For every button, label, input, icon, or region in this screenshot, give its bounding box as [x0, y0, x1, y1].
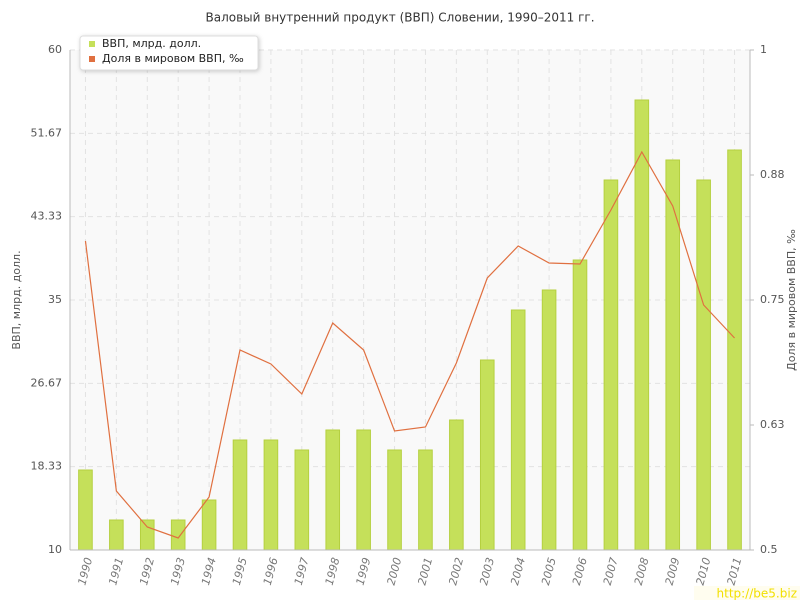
x-tick-label: 2006 — [570, 556, 590, 586]
bar — [201, 499, 217, 551]
bar — [170, 519, 186, 551]
x-tick-label: 1998 — [323, 556, 343, 586]
y-tick-label: 43.33 — [31, 210, 63, 223]
y2-tick-label: 0.88 — [760, 168, 785, 181]
y2-tick-label: 0.63 — [760, 418, 785, 431]
x-tick-label: 2002 — [446, 556, 466, 586]
line — [84, 150, 735, 539]
bar — [510, 309, 526, 551]
x-tick-label: 2003 — [477, 556, 497, 586]
legend-box — [79, 35, 259, 71]
x-tick-label: 2001 — [415, 556, 435, 586]
bar — [325, 429, 341, 551]
y-tick-label: 10 — [48, 543, 62, 556]
bar — [109, 519, 124, 551]
bar — [603, 179, 619, 551]
x-tick-label: 2009 — [663, 556, 683, 586]
bar — [232, 439, 248, 551]
bar — [418, 449, 433, 551]
bar — [263, 439, 279, 551]
y2-tick-label: 0.5 — [760, 543, 778, 556]
x-tick-label: 2011 — [725, 556, 745, 586]
x-tick-label: 2005 — [539, 556, 559, 586]
y-tick-label: 35 — [48, 293, 62, 306]
y-tick-label: 60 — [48, 43, 62, 56]
watermark-bg — [694, 586, 800, 600]
x-tick-label: 1995 — [230, 556, 250, 586]
x-tick-label: 1990 — [75, 556, 95, 586]
bar — [541, 289, 557, 551]
bar — [572, 259, 588, 551]
x-tick-label: 2010 — [694, 556, 714, 586]
x-tick-label: 1993 — [168, 556, 188, 586]
x-tick-label: 2004 — [508, 556, 528, 586]
legend-label: Доля в мировом ВВП, ‰ — [102, 52, 244, 65]
x-tick-label: 2000 — [385, 556, 405, 586]
x-tick-label: 1997 — [292, 556, 312, 586]
legend-swatch — [89, 56, 95, 62]
y-axis-title: ВВП, млрд. долл. — [10, 250, 23, 349]
watermark: http://be5.biz — [717, 587, 797, 600]
bar — [139, 519, 155, 551]
y-tick-label: 51.67 — [31, 126, 63, 139]
bar — [727, 149, 742, 551]
legend-label: ВВП, млрд. долл. — [102, 37, 201, 50]
x-tick-label: 1999 — [354, 556, 374, 586]
x-tick-label: 1991 — [106, 556, 126, 586]
bar — [387, 449, 402, 551]
y-tick-label: 18.33 — [31, 460, 63, 473]
chart-title: Валовый внутренний продукт (ВВП) Словени… — [205, 11, 594, 25]
legend-swatch — [89, 41, 95, 47]
x-tick-label: 2007 — [601, 556, 621, 586]
bar — [665, 159, 681, 551]
y2-axis-title: Доля в мировом ВВП, ‰ — [785, 229, 798, 371]
x-tick-label: 1994 — [199, 556, 219, 586]
bar — [356, 429, 371, 551]
x-tick-label: 2008 — [632, 556, 652, 586]
bar — [294, 449, 310, 551]
bar — [479, 359, 495, 551]
x-tick-label: 1992 — [137, 556, 157, 586]
y2-tick-label: 0.75 — [760, 293, 785, 306]
bar — [78, 469, 93, 551]
bar — [449, 419, 464, 551]
x-tick-label: 1996 — [261, 556, 281, 586]
y-tick-label: 26.67 — [31, 376, 63, 389]
bar — [696, 179, 711, 551]
y2-tick-label: 1 — [760, 43, 767, 56]
bar — [634, 99, 650, 551]
